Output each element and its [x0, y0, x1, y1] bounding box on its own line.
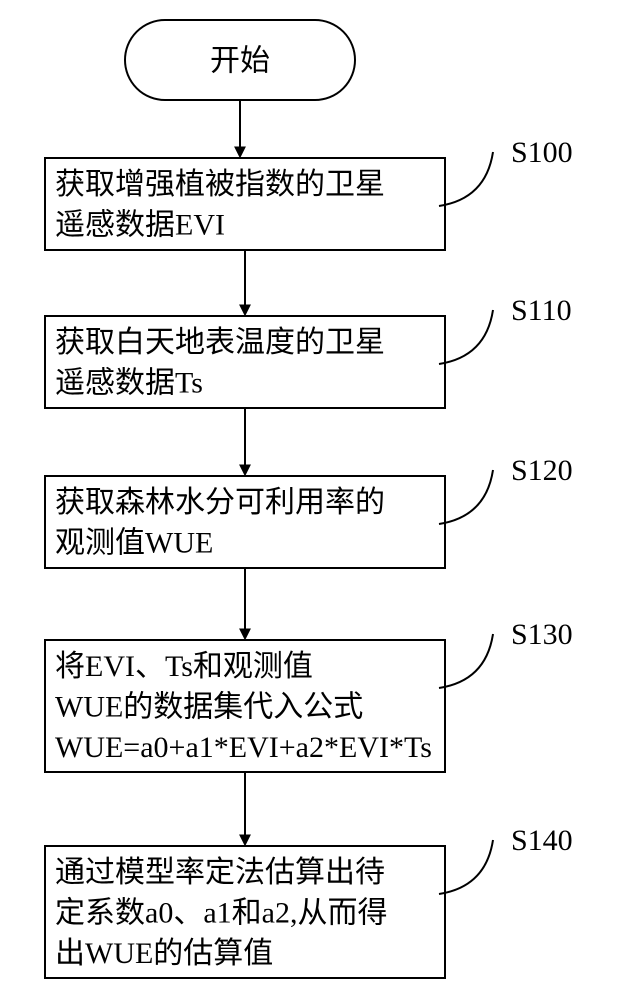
s100-text-line: 获取增强植被指数的卫星 — [55, 168, 385, 201]
callout-arc — [439, 634, 493, 688]
step-label-S130: S130 — [511, 618, 573, 651]
s120-text-line: 获取森林水分可利用率的 — [55, 486, 385, 519]
step-label-S140: S140 — [511, 824, 573, 857]
callout-arc — [439, 152, 493, 206]
callout-arc — [439, 310, 493, 364]
s110-node: 获取白天地表温度的卫星遥感数据Ts — [45, 316, 445, 408]
s120-text-line: 观测值WUE — [55, 527, 213, 560]
s140-text-line: 出WUE的估算值 — [55, 937, 273, 970]
step-label-S120: S120 — [511, 454, 573, 487]
s110-text-line: 遥感数据Ts — [55, 367, 203, 400]
s120-node: 获取森林水分可利用率的观测值WUE — [45, 476, 445, 568]
s130-text-line: 将EVI、Ts和观测值 — [55, 650, 313, 683]
start-text-line: 开始 — [210, 45, 270, 78]
step-label-S100: S100 — [511, 136, 573, 169]
s100-text-line: 遥感数据EVI — [55, 209, 225, 242]
callout-arc — [439, 470, 493, 524]
s140-text-line: 定系数a0、a1和a2,从而得 — [55, 897, 387, 930]
s130-text-line: WUE的数据集代入公式 — [55, 691, 363, 724]
flowchart-canvas: 开始获取增强植被指数的卫星遥感数据EVI S100 获取白天地表温度的卫星遥感数据T… — [0, 0, 632, 1000]
s100-node: 获取增强植被指数的卫星遥感数据EVI — [45, 158, 445, 250]
start-node: 开始 — [125, 20, 355, 100]
s140-node: 通过模型率定法估算出待定系数a0、a1和a2,从而得出WUE的估算值 — [45, 846, 445, 978]
s130-node: 将EVI、Ts和观测值 WUE的数据集代入公式 WUE=a0+a1*EVI+a2*E… — [45, 640, 445, 772]
step-label-S110: S110 — [511, 294, 572, 327]
callout-arc — [439, 840, 493, 894]
s140-text-line: 通过模型率定法估算出待 — [55, 856, 385, 889]
s130-text-line: WUE=a0+a1*EVI+a2*EVI*Ts — [55, 731, 432, 764]
s110-text-line: 获取白天地表温度的卫星 — [55, 326, 385, 359]
